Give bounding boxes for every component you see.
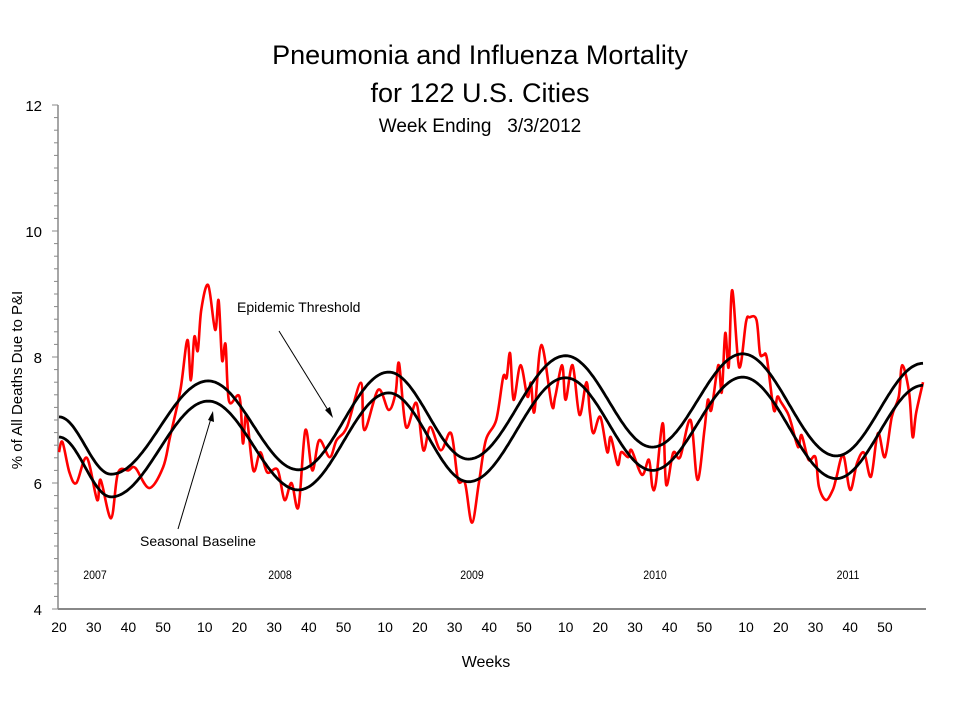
x-tick-label: 20 [412,619,428,635]
year-label: 2008 [268,569,291,582]
x-tick-label: 40 [481,619,497,635]
x-tick-label: 10 [738,619,754,635]
x-tick-label: 30 [808,619,824,635]
annotation-epidemic-threshold: Epidemic Threshold [237,299,360,315]
year-label: 2009 [460,569,483,582]
x-tick-label: 10 [197,619,213,635]
x-tick-label: 20 [232,619,248,635]
x-tick-label: 30 [266,619,282,635]
x-tick-label: 30 [627,619,643,635]
annotation-arrow-threshold [278,330,332,416]
x-tick-label: 50 [877,619,893,635]
y-tick-label: 10 [25,224,42,241]
baseline-series-line [58,375,923,499]
x-tick-label: 20 [51,619,67,635]
arrowhead-icon [325,407,333,418]
x-tick-label: 30 [86,619,102,635]
annotation-arrow-baseline [177,414,213,530]
y-tick-label: 12 [25,98,42,115]
x-tick-label: 40 [662,619,678,635]
year-label: 2010 [643,569,666,582]
y-axis-label: % of All Deaths Due to P&I [9,291,26,469]
x-tick-label: 10 [558,619,574,635]
chart-title: Pneumonia and Influenza Mortality [272,40,688,70]
y-tick-label: 6 [34,476,42,493]
x-tick-label: 20 [773,619,789,635]
threshold-series-line [58,352,924,476]
year-label: 2007 [83,569,106,582]
chart-subtitle: Week Ending 3/3/2012 [378,116,582,137]
x-tick-label: 10 [377,619,393,635]
x-tick-label: 20 [593,619,609,635]
x-tick-label: 50 [516,619,532,635]
x-tick-label: 50 [155,619,171,635]
observed-series-line [57,283,925,524]
x-tick-label: 40 [301,619,317,635]
x-tick-label: 50 [697,619,713,635]
arrowhead-icon [208,411,214,422]
annotation-seasonal-baseline: Seasonal Baseline [140,533,256,549]
x-tick-label: 30 [447,619,463,635]
y-tick-label: 8 [34,350,42,367]
x-axis-label: Weeks [462,654,511,671]
x-tick-label: 40 [121,619,137,635]
x-tick-label: 40 [842,619,858,635]
y-tick-label: 4 [34,602,42,619]
year-label: 2011 [837,569,860,582]
chart-title-line2: for 122 U.S. Cities [370,78,590,108]
x-tick-label: 50 [336,619,352,635]
